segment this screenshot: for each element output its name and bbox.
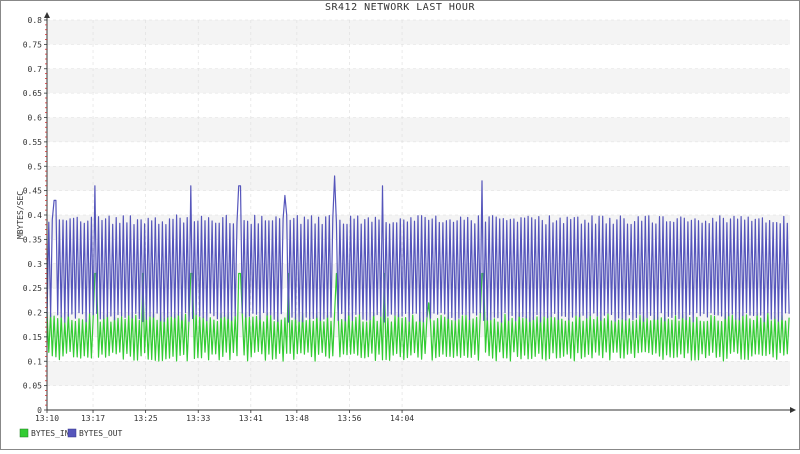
y-tick-label: 0.65 <box>23 89 42 98</box>
x-tick-label: 13:17 <box>81 414 105 423</box>
y-tick-label: 0.8 <box>28 16 43 25</box>
grid-band <box>47 361 790 386</box>
y-tick-label: 0.75 <box>23 40 42 49</box>
y-tick-label: 0.3 <box>28 260 43 269</box>
legend: BYTES_IN BYTES_OUT <box>19 428 123 438</box>
grid-band <box>47 68 790 94</box>
x-tick-label: 13:25 <box>134 414 158 423</box>
y-axis-ticks: 0 0.05 0.1 0.15 0.2 0.25 0.3 0.35 0.4 0.45 0.5 0.55… <box>23 16 42 415</box>
y-tick-label: 0.05 <box>23 382 42 391</box>
y-tick-label: 0.5 <box>28 162 43 171</box>
y-tick-label: 0.25 <box>23 284 42 293</box>
series-line-bytes-in <box>46 272 790 362</box>
legend-label-bytes-in: BYTES_IN <box>31 429 70 438</box>
chart-title: SR412 NETWORK LAST HOUR <box>325 2 475 13</box>
grid-band <box>47 117 790 142</box>
y-tick-label: 0.6 <box>28 114 43 123</box>
grid-band <box>47 166 790 191</box>
y-tick-label: 0.55 <box>23 138 42 147</box>
y-tick-label: 0.35 <box>23 235 42 244</box>
grid-band <box>47 20 790 45</box>
legend-label-bytes-out: BYTES_OUT <box>79 429 123 438</box>
y-tick-label: 0.1 <box>28 357 43 366</box>
y-tick-label: 0.15 <box>23 333 42 342</box>
y-tick-label: 0.4 <box>28 211 43 220</box>
x-tick-label: 14:04 <box>390 414 414 423</box>
axes <box>44 12 796 413</box>
y-axis-arrow <box>44 12 50 18</box>
x-tick-label: 13:48 <box>285 414 309 423</box>
series-line-bytes-out <box>46 175 790 323</box>
y-tick-label: 0.45 <box>23 187 42 196</box>
legend-swatch-bytes-out <box>67 428 77 438</box>
y-axis-label: MBYTES/SEC <box>16 191 25 239</box>
legend-swatch-bytes-in <box>19 428 29 438</box>
series-layer <box>46 175 790 362</box>
x-axis-arrow <box>790 407 796 413</box>
y-tick-label: 0.7 <box>28 65 43 74</box>
x-tick-label: 13:33 <box>186 414 210 423</box>
y-tick-label: 0 <box>37 406 42 415</box>
x-tick-label: 13:10 <box>35 414 59 423</box>
x-axis-ticks: 13:10 13:17 13:25 13:33 13:41 13:48 13:56 14:04 <box>35 410 414 423</box>
x-tick-label: 13:41 <box>239 414 263 423</box>
x-tick-label: 13:56 <box>337 414 361 423</box>
y-tick-label: 0.2 <box>28 309 43 318</box>
